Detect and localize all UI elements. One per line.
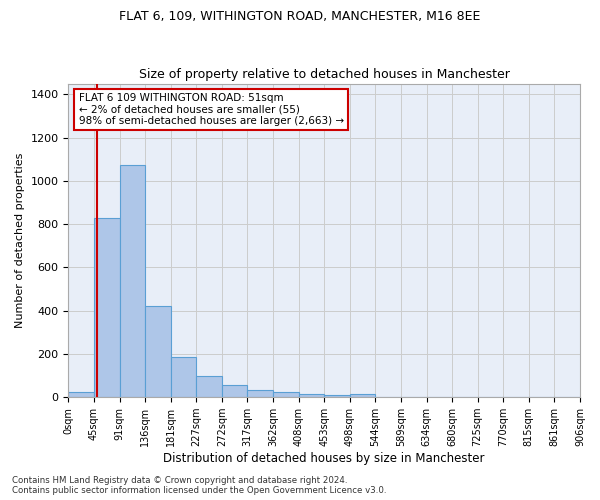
Bar xyxy=(273,392,299,397)
Bar xyxy=(171,357,196,397)
Text: FLAT 6 109 WITHINGTON ROAD: 51sqm
← 2% of detached houses are smaller (55)
98% o: FLAT 6 109 WITHINGTON ROAD: 51sqm ← 2% o… xyxy=(79,93,344,126)
Bar xyxy=(196,376,222,397)
Y-axis label: Number of detached properties: Number of detached properties xyxy=(15,152,25,328)
Text: Contains HM Land Registry data © Crown copyright and database right 2024.
Contai: Contains HM Land Registry data © Crown c… xyxy=(12,476,386,495)
Bar xyxy=(324,395,350,397)
Title: Size of property relative to detached houses in Manchester: Size of property relative to detached ho… xyxy=(139,68,509,81)
Bar xyxy=(119,164,145,397)
Bar xyxy=(68,392,94,397)
X-axis label: Distribution of detached houses by size in Manchester: Distribution of detached houses by size … xyxy=(163,452,485,465)
Bar xyxy=(145,306,171,397)
Bar xyxy=(94,218,119,397)
Bar xyxy=(222,386,247,397)
Bar xyxy=(299,394,324,397)
Bar xyxy=(247,390,273,397)
Text: FLAT 6, 109, WITHINGTON ROAD, MANCHESTER, M16 8EE: FLAT 6, 109, WITHINGTON ROAD, MANCHESTER… xyxy=(119,10,481,23)
Bar xyxy=(350,394,376,397)
